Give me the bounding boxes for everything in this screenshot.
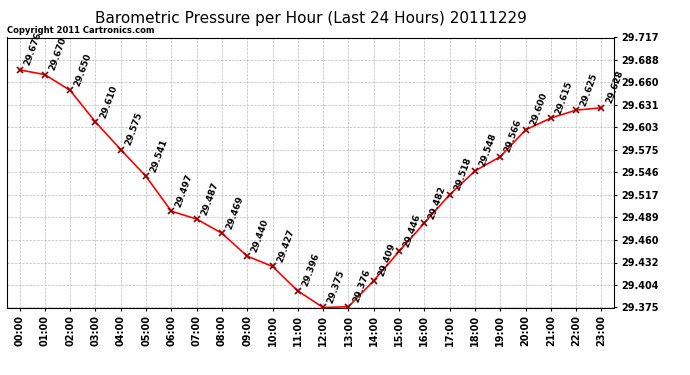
- Text: 29.600: 29.600: [529, 92, 549, 127]
- Text: Barometric Pressure per Hour (Last 24 Hours) 20111229: Barometric Pressure per Hour (Last 24 Ho…: [95, 11, 526, 26]
- Text: 29.625: 29.625: [579, 72, 600, 107]
- Text: 29.409: 29.409: [377, 242, 397, 278]
- Text: 29.548: 29.548: [477, 132, 498, 168]
- Text: 29.518: 29.518: [453, 156, 473, 192]
- Text: 29.541: 29.541: [149, 138, 169, 174]
- Text: 29.440: 29.440: [250, 217, 270, 254]
- Text: 29.650: 29.650: [73, 52, 93, 88]
- Text: 29.376: 29.376: [351, 268, 372, 304]
- Text: 29.469: 29.469: [225, 195, 245, 231]
- Text: 29.446: 29.446: [402, 213, 422, 249]
- Text: 29.396: 29.396: [301, 252, 321, 288]
- Text: 29.375: 29.375: [326, 269, 346, 305]
- Text: 29.427: 29.427: [275, 228, 296, 264]
- Text: 29.482: 29.482: [427, 184, 448, 220]
- Text: 29.610: 29.610: [98, 84, 119, 119]
- Text: 29.566: 29.566: [503, 118, 524, 154]
- Text: 29.575: 29.575: [124, 111, 144, 147]
- Text: 29.676: 29.676: [22, 31, 43, 67]
- Text: Copyright 2011 Cartronics.com: Copyright 2011 Cartronics.com: [7, 26, 155, 35]
- Text: 29.670: 29.670: [48, 36, 68, 72]
- Text: 29.497: 29.497: [174, 172, 195, 208]
- Text: 29.628: 29.628: [604, 69, 624, 105]
- Text: 29.615: 29.615: [553, 80, 574, 115]
- Text: 29.487: 29.487: [199, 180, 220, 216]
